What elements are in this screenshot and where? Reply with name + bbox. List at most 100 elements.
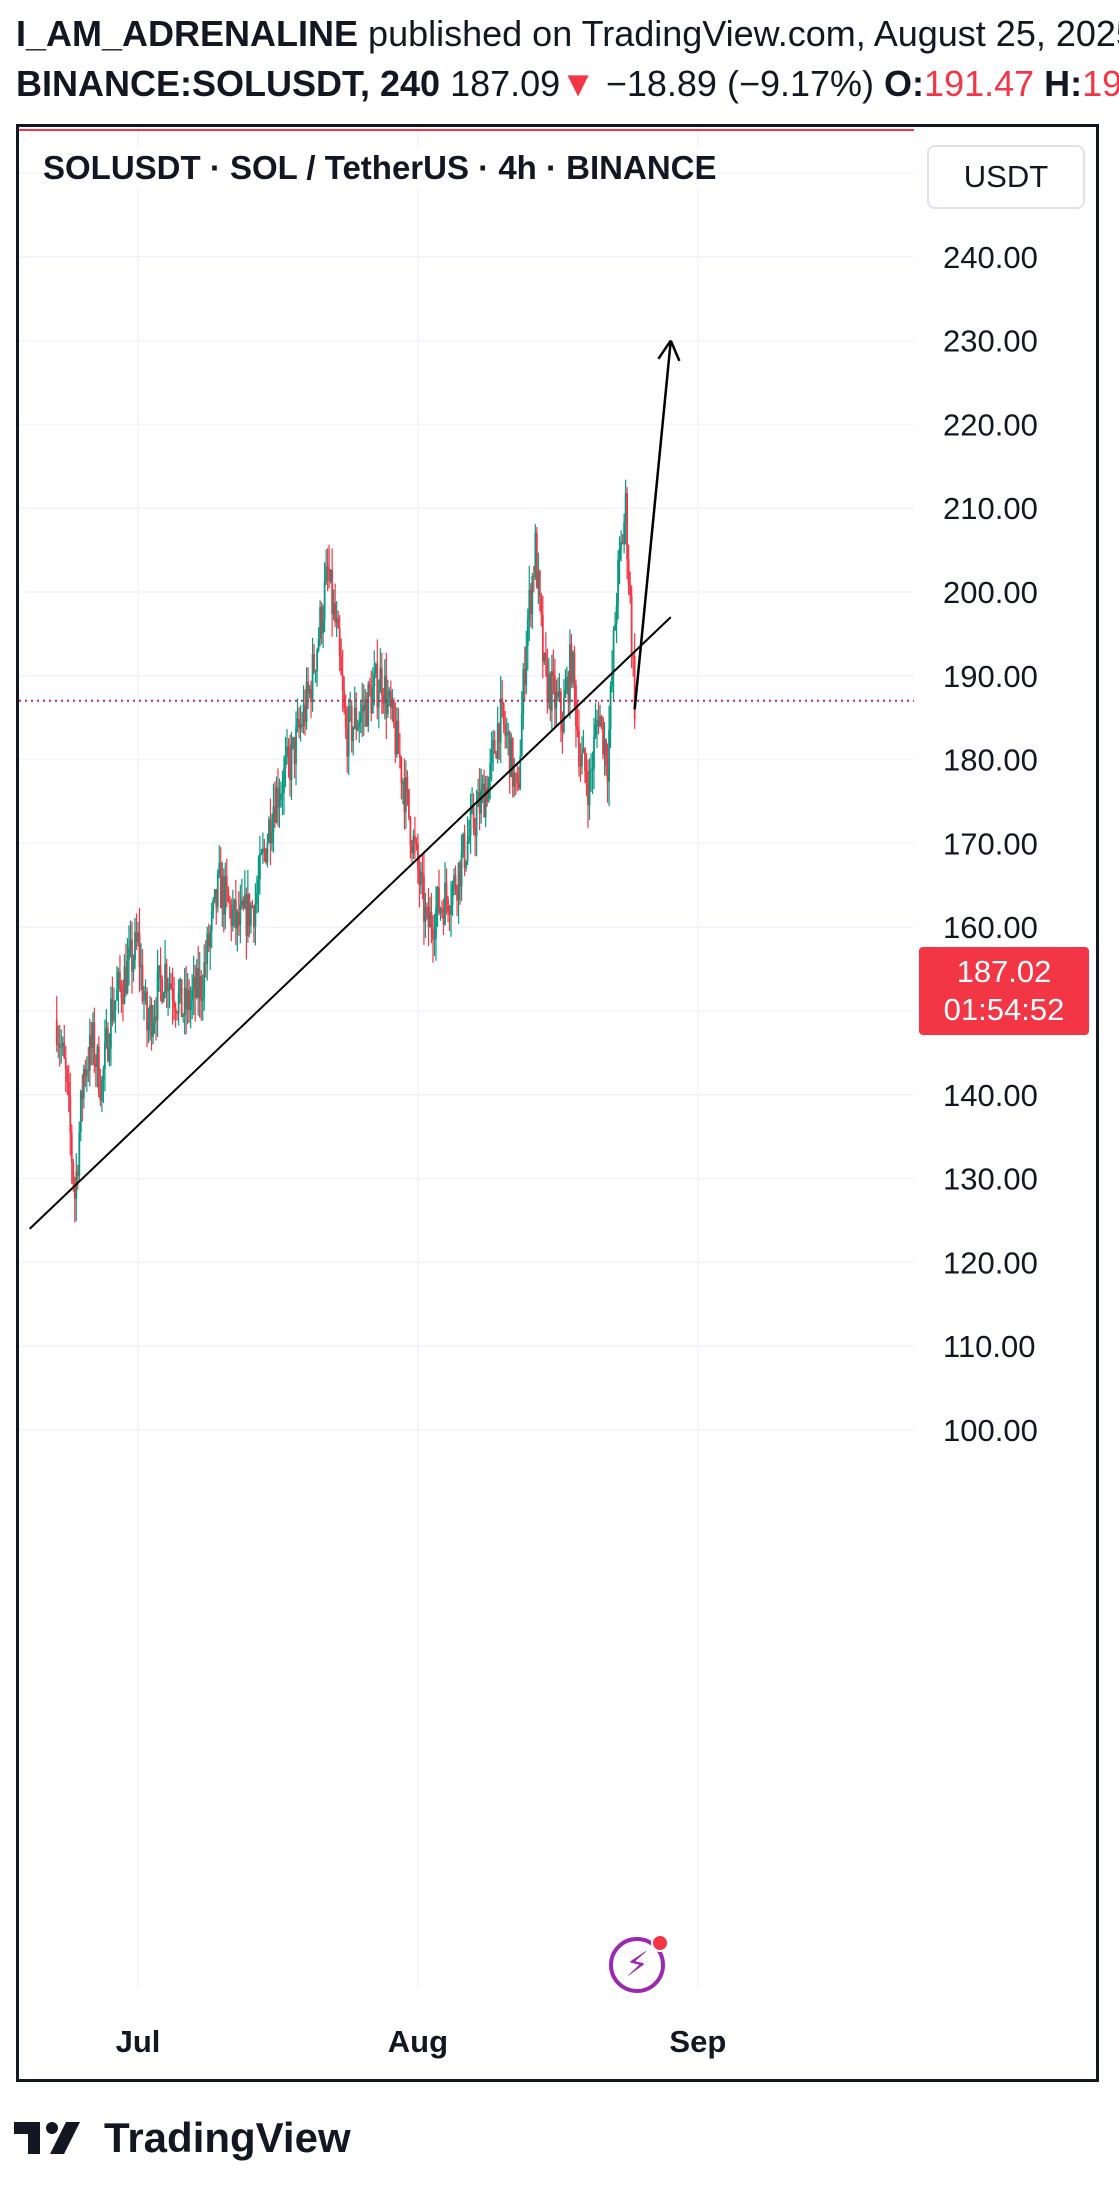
candle-body (69, 1095, 72, 1133)
candle-body (301, 724, 303, 727)
candle-body (135, 931, 138, 942)
chart-panel[interactable]: 100.00110.00120.00130.00140.00150.00160.… (16, 124, 1099, 2082)
tradingview-brand[interactable]: TradingView (14, 2108, 351, 2168)
price-tick-label: 100.00 (943, 1413, 1038, 1448)
candle-body (581, 753, 583, 767)
candle-body (194, 977, 197, 998)
candle-body (389, 691, 392, 708)
price-tick-label: 160.00 (943, 910, 1038, 945)
candle-body (57, 1043, 60, 1045)
candle-body (483, 783, 486, 818)
candle-body (55, 1019, 58, 1045)
candle-body (454, 875, 457, 891)
candle-body (579, 765, 582, 767)
candle-body (338, 627, 341, 656)
candle-body (245, 894, 248, 936)
candle-body (480, 789, 483, 814)
candle-body (302, 704, 305, 727)
candle-body (403, 781, 406, 812)
candle-body (502, 703, 505, 725)
candle-body (587, 783, 589, 805)
forecast-arrow[interactable] (633, 339, 681, 710)
candle-body (469, 810, 472, 836)
candle-body (427, 907, 430, 928)
candle-body (493, 739, 496, 754)
candle-body (311, 654, 314, 702)
candle-body (356, 726, 359, 730)
candle-body (305, 681, 308, 722)
candle-body (582, 748, 585, 754)
candle-body (183, 987, 186, 1016)
candle-body (275, 787, 278, 823)
candle-body (496, 723, 499, 759)
candle-body (433, 937, 436, 940)
candle-body (284, 757, 287, 769)
high-label: H: (1034, 63, 1083, 104)
candle-body (514, 773, 517, 775)
current-price-label: 187.02 (956, 954, 1052, 989)
price-axis[interactable]: 100.00110.00120.00130.00140.00150.00160.… (943, 156, 1038, 1448)
candle-body (528, 589, 531, 620)
author-name[interactable]: I_AM_ADRENALINE (16, 13, 359, 54)
candle-body (117, 972, 120, 990)
price-tick-label: 220.00 (943, 407, 1038, 442)
candle-body (107, 1028, 109, 1061)
candle-body (519, 756, 522, 789)
candle-body (215, 889, 218, 908)
candle-body (621, 541, 624, 544)
candle-body (569, 644, 571, 703)
candle-body (560, 691, 562, 721)
candle-body (286, 746, 288, 758)
candle-body (200, 975, 203, 1001)
candle-body (588, 771, 591, 805)
candle-body (149, 1005, 151, 1022)
currency-button[interactable]: USDT (927, 145, 1085, 209)
candle-body (415, 841, 418, 844)
candle-body (516, 774, 519, 783)
candle-body (88, 1034, 91, 1071)
candle-body (265, 849, 267, 863)
candle-body (543, 653, 546, 662)
candle-body (298, 718, 300, 729)
candle-body (320, 607, 323, 634)
open-value: 191.47 (924, 63, 1035, 104)
candle-body (216, 873, 219, 908)
candle-body (477, 792, 480, 807)
candle-body (618, 548, 621, 560)
candle-body (96, 1046, 99, 1068)
candle-body (593, 736, 595, 769)
candle-body (600, 716, 603, 718)
candle-body (555, 692, 558, 709)
candle-body (58, 1043, 61, 1048)
candle-body (60, 1046, 63, 1048)
candle-body (79, 1090, 82, 1133)
candle-body (292, 737, 294, 744)
symbol-interval: BINANCE:SOLUSDT, 240 (16, 63, 441, 104)
price-chart[interactable]: 100.00110.00120.00130.00140.00150.00160.… (19, 127, 1096, 2079)
candle-body (556, 692, 559, 698)
candle-body (310, 688, 312, 702)
candle-body (591, 768, 594, 771)
candle-body (578, 730, 580, 766)
candle-body (379, 668, 382, 693)
candle-body (423, 875, 425, 922)
trendline[interactable] (28, 616, 672, 1230)
candle-body (221, 876, 224, 909)
candle-body (143, 999, 145, 1001)
time-axis[interactable]: Jul Aug Sep (116, 2024, 727, 2059)
candle-body (329, 569, 332, 581)
candle-body (296, 718, 299, 728)
lightning-icon[interactable]: ⚡ (609, 1937, 665, 1993)
candle-body (596, 720, 598, 725)
candle-body (314, 670, 317, 672)
candle-body (436, 887, 439, 909)
candle-body (510, 738, 513, 778)
candle-body (126, 960, 129, 994)
candle-body (260, 853, 263, 855)
candle-body (445, 882, 448, 899)
candle-body (513, 773, 516, 787)
candle-body (564, 689, 567, 698)
candle-body (538, 571, 541, 597)
candle-body (243, 894, 246, 908)
candle-body (164, 963, 166, 994)
